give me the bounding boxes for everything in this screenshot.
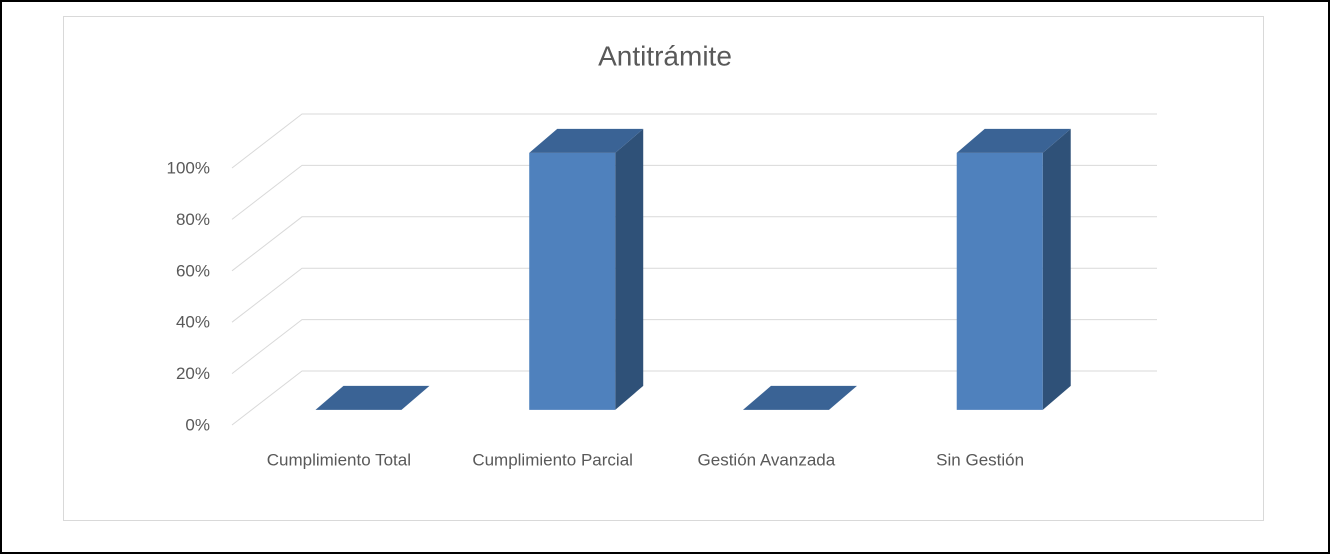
bar-side — [615, 128, 644, 410]
grid-line — [231, 216, 1157, 272]
y-tick-label: 40% — [176, 313, 210, 332]
y-tick-label: 0% — [185, 415, 210, 434]
bar-top — [956, 128, 1071, 153]
grid-line — [231, 319, 1157, 374]
bar-top — [315, 385, 430, 410]
chart-title: Antitrámite — [598, 40, 732, 71]
bar-top — [529, 128, 644, 153]
bar — [315, 385, 430, 410]
x-tick-label: Cumplimiento Parcial — [472, 450, 633, 469]
y-tick-label: 60% — [176, 261, 210, 280]
bar-front — [956, 152, 1043, 410]
bar — [956, 128, 1071, 410]
bar-top — [742, 385, 857, 410]
grid-line — [231, 164, 1157, 220]
grid-line — [231, 370, 1157, 426]
x-tick-label: Cumplimiento Total — [267, 450, 411, 469]
bar-front — [529, 152, 616, 410]
y-tick-label: 80% — [176, 210, 210, 229]
bar — [529, 128, 644, 410]
x-tick-label: Gestión Avanzada — [698, 450, 836, 469]
grid-line — [231, 113, 1157, 169]
grid-line — [231, 267, 1157, 323]
bar-side — [1042, 128, 1071, 410]
y-tick-label: 20% — [176, 364, 210, 383]
x-tick-label: Sin Gestión — [936, 450, 1024, 469]
bar — [742, 385, 857, 410]
chart-area — [63, 16, 1264, 521]
y-tick-label: 100% — [167, 158, 210, 177]
